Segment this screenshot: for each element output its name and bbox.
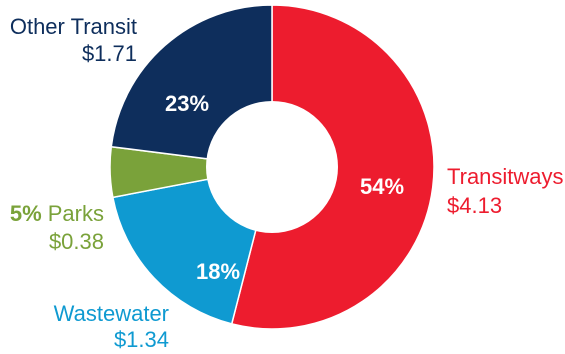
transitways-name-label: Transitways: [447, 164, 564, 189]
donut-hole: [206, 101, 338, 233]
parks-label: 5% Parks: [10, 201, 104, 226]
parks-name-label: Parks: [48, 201, 104, 226]
other-transit-value-label: $1.71: [82, 41, 137, 66]
wastewater-name-label: Wastewater: [54, 301, 169, 326]
parks-percent-label: 5%: [10, 201, 42, 226]
transitways-value-label: $4.13: [447, 193, 502, 218]
wastewater-value-label: $1.34: [114, 327, 169, 352]
transitways-percent-label: 54%: [360, 174, 404, 199]
other-transit-name-label: Other Transit: [10, 14, 137, 39]
parks-value-label: $0.38: [49, 229, 104, 254]
other-transit-percent-label: 23%: [165, 91, 209, 116]
wastewater-percent-label: 18%: [196, 259, 240, 284]
